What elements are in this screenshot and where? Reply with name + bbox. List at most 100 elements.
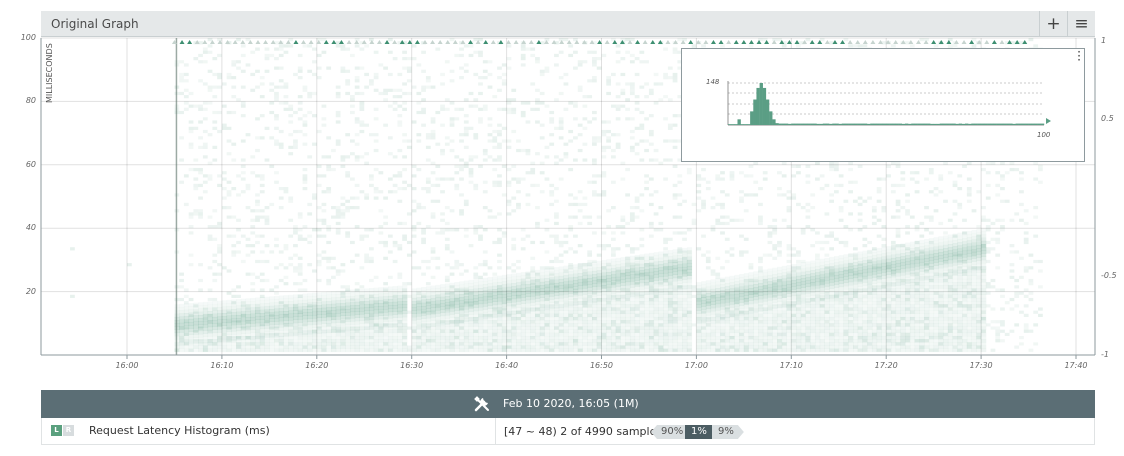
heat-cell (335, 312, 341, 317)
heat-cell (331, 326, 337, 330)
heat-cell (297, 339, 303, 343)
heat-cell (511, 283, 517, 287)
heat-cell (705, 186, 711, 191)
heat-cell (658, 323, 664, 327)
heat-cell (511, 329, 517, 334)
heat-cell (283, 307, 289, 312)
heat-cell (501, 193, 507, 197)
heat-cell (402, 320, 408, 324)
heat-cell (933, 186, 939, 191)
heat-cell (810, 228, 816, 232)
heat-cell (468, 320, 474, 324)
heat-cell (278, 348, 284, 353)
heat-cell (743, 301, 749, 305)
heat-cell (316, 327, 322, 331)
heat-cell (345, 329, 351, 334)
heat-cell (691, 218, 697, 222)
heat-cell (539, 332, 545, 337)
heat-cell (1000, 218, 1005, 222)
heat-cell (497, 297, 503, 302)
heat-cell (449, 117, 455, 121)
heat-cell (563, 269, 569, 273)
heat-cell (554, 316, 560, 321)
heat-cell (928, 190, 934, 194)
heat-cell (421, 321, 427, 326)
heat-cell (848, 269, 853, 273)
heat-cell (890, 269, 896, 273)
heat-cell (758, 304, 763, 308)
heat-cell (463, 348, 470, 353)
heat-cell (430, 307, 436, 312)
heat-cell (297, 269, 303, 273)
heat-cell (340, 339, 346, 343)
heat-cell (1019, 41, 1024, 45)
heat-cell (392, 324, 398, 328)
heat-cell (720, 221, 725, 226)
heat-cell (530, 320, 536, 324)
heat-cell (1000, 320, 1005, 324)
heat-cell (274, 332, 279, 337)
heat-cell (535, 285, 540, 289)
heat-cell (506, 107, 512, 111)
heat-cell (501, 316, 508, 321)
heat-cell (468, 339, 474, 343)
heat-cell (482, 180, 488, 184)
heat-cell (350, 206, 355, 210)
heat-cell (800, 231, 806, 235)
menu-button[interactable]: ≡ (1067, 11, 1095, 37)
heat-cell (777, 171, 782, 175)
heat-cell (492, 313, 498, 318)
heatmap-chart[interactable]: MILLISECONDS (0, 0, 1124, 380)
heat-cell (274, 339, 280, 343)
heat-cell (639, 294, 645, 298)
heat-cell (1033, 342, 1039, 346)
heat-cell (307, 110, 313, 115)
heat-cell (255, 240, 260, 245)
heat-cell (236, 66, 241, 70)
heat-cell (492, 316, 498, 321)
heat-cell (876, 326, 882, 330)
heat-cell (772, 348, 778, 352)
heat-cell (1014, 323, 1020, 327)
heat-cell (468, 291, 474, 295)
heat-cell (259, 332, 266, 336)
heat-cell (639, 256, 645, 260)
heat-cell (516, 148, 521, 153)
heat-cell (520, 297, 526, 301)
heat-cell (596, 297, 602, 302)
heat-cell (411, 57, 417, 61)
heat-cell (402, 329, 407, 333)
heat-cell (387, 72, 393, 77)
heat-cell (183, 332, 189, 337)
heat-cell (520, 348, 526, 353)
heat-cell (321, 221, 327, 226)
heat-cell (307, 321, 313, 326)
heat-cell (340, 263, 346, 267)
heat-cell (193, 329, 199, 333)
heat-cell (283, 275, 289, 279)
heat-cell (402, 57, 407, 61)
heat-cell (900, 332, 906, 337)
heat-cell (255, 339, 261, 343)
heat-cell (383, 335, 389, 340)
heat-cell (316, 278, 322, 283)
heat-cell (1014, 212, 1020, 216)
heat-cell (350, 299, 356, 303)
heat-cell (895, 202, 901, 207)
heat-cell (506, 280, 512, 284)
heat-cell (857, 228, 863, 232)
heat-cell (331, 322, 337, 327)
heat-cell (772, 38, 778, 42)
heat-cell (259, 323, 265, 327)
heat-cell (335, 335, 341, 340)
heat-cell (312, 193, 317, 197)
heat-cell (283, 101, 289, 105)
add-button[interactable]: + (1039, 11, 1067, 37)
heat-cell (226, 334, 232, 339)
heat-cell (297, 329, 303, 334)
heat-cell (264, 325, 270, 329)
heat-cell (193, 339, 199, 343)
heat-cell (198, 107, 203, 111)
heat-cell (971, 38, 977, 42)
heat-cell (259, 300, 266, 304)
